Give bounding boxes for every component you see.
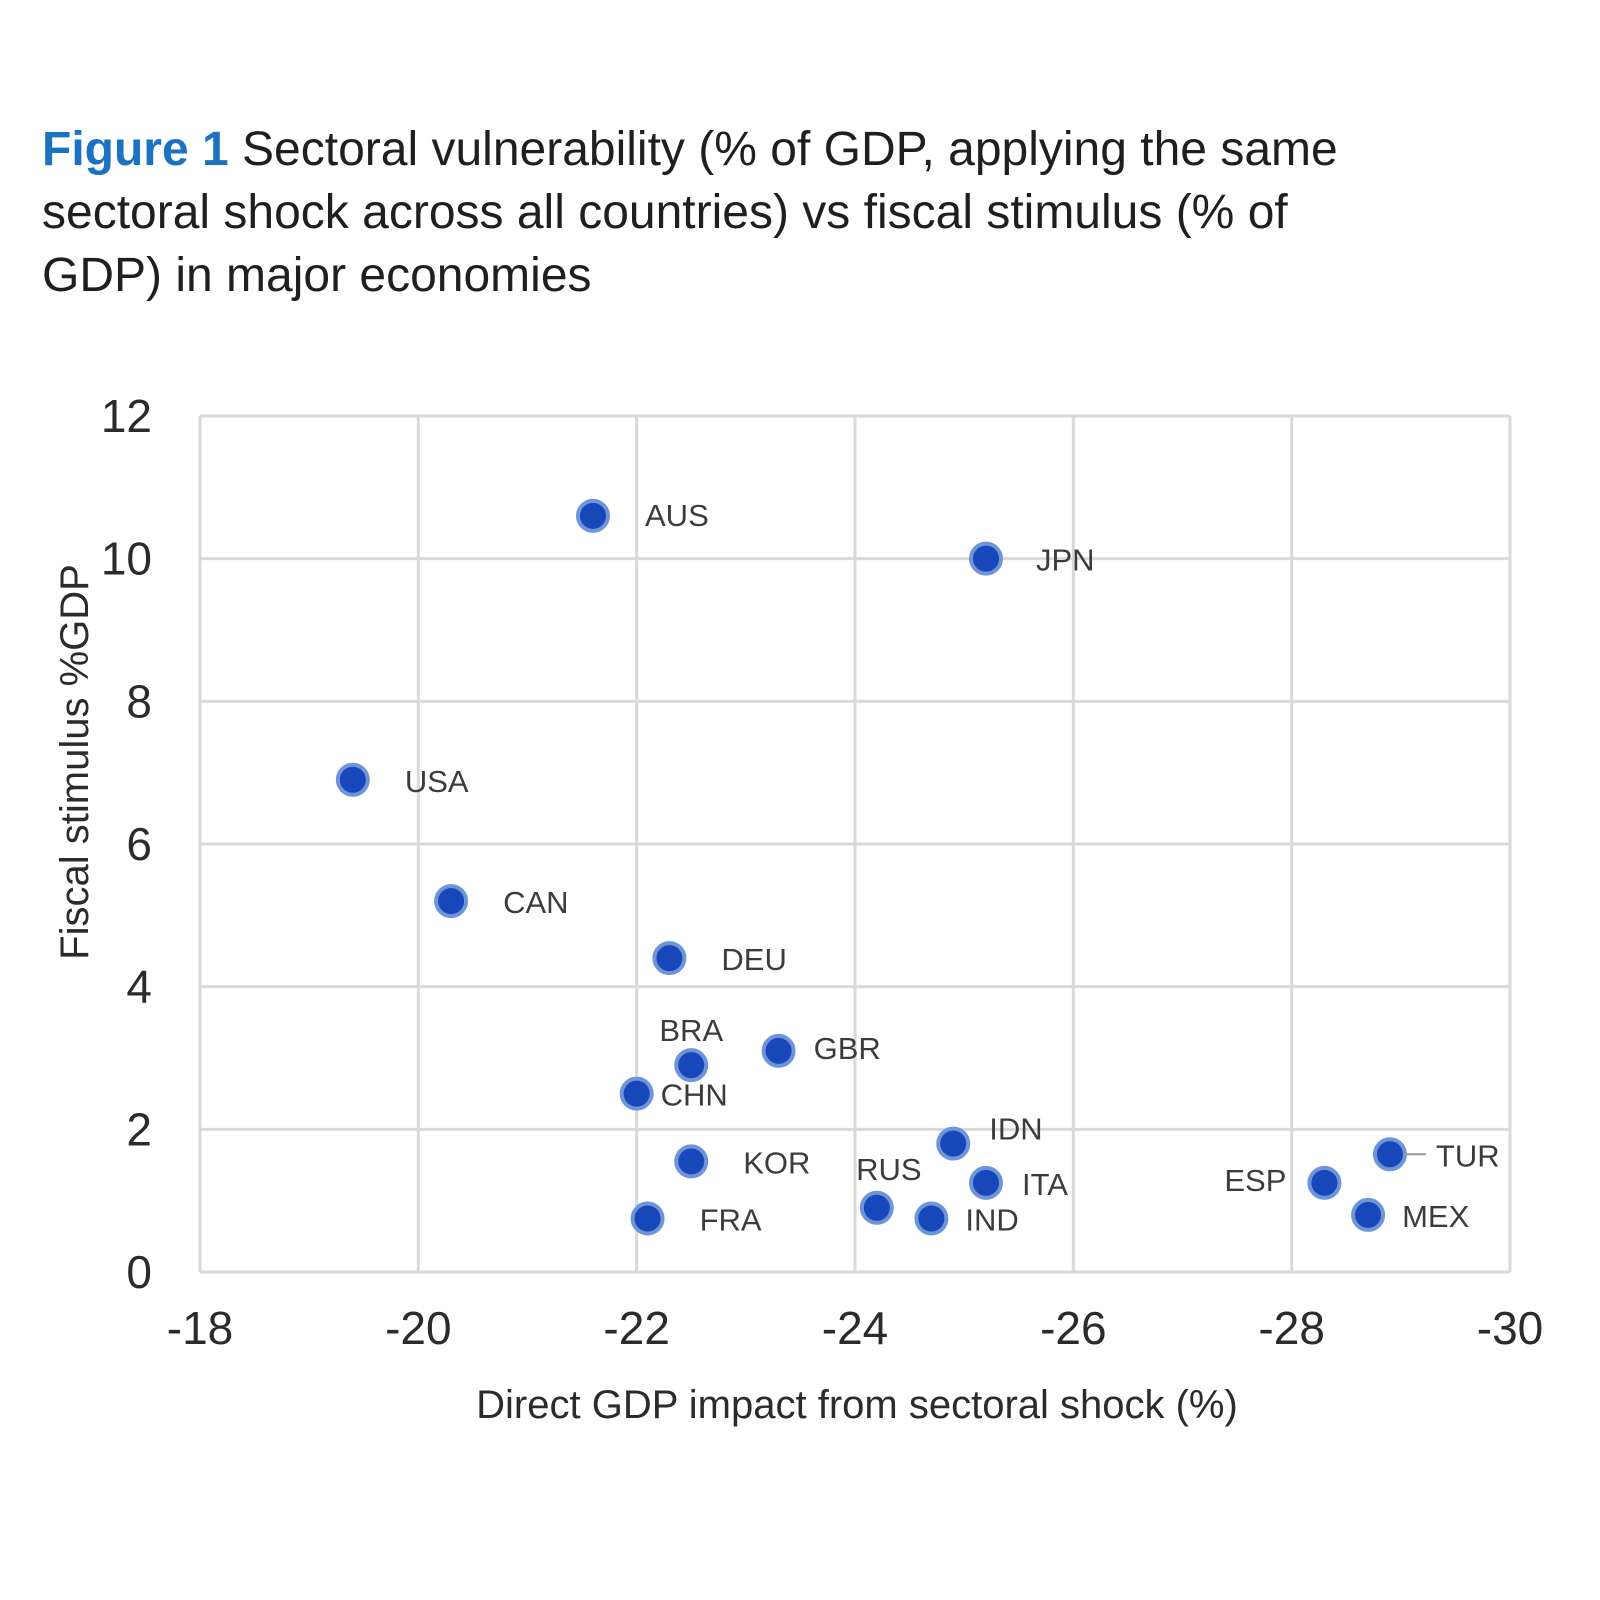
point-labels: AUS JPN USA CAN DEU BRA GBR CHN IDN KOR RUS ITA FRA I… <box>405 498 1500 1238</box>
data-point-rus <box>859 1190 894 1225</box>
data-point-idn <box>936 1126 971 1161</box>
data-point-bra <box>674 1048 709 1083</box>
y-tick-label: 0 <box>126 1246 152 1298</box>
tick-labels: -18 -20 -22 -24 -26 -28 -30 0 2 4 6 8 10 12 <box>101 390 1543 1354</box>
point-label-ind: IND <box>965 1203 1018 1238</box>
point-label-idn: IDN <box>989 1112 1042 1147</box>
data-point-can <box>434 884 469 919</box>
x-axis-title: Direct GDP impact from sectoral shock (%… <box>476 1383 1238 1427</box>
point-label-rus: RUS <box>856 1152 921 1187</box>
point-label-chn: CHN <box>661 1078 728 1113</box>
data-point-jpn <box>969 541 1003 576</box>
point-label-tur: TUR <box>1436 1138 1500 1173</box>
y-tick-label: 4 <box>126 961 152 1013</box>
data-point-tur <box>1372 1137 1407 1172</box>
figure-label: Figure 1 <box>42 123 229 176</box>
point-label-usa: USA <box>405 764 469 799</box>
point-label-esp: ESP <box>1224 1163 1286 1198</box>
data-point-esp <box>1307 1165 1342 1200</box>
point-label-ita: ITA <box>1022 1167 1068 1202</box>
point-label-gbr: GBR <box>814 1031 881 1066</box>
x-tick-label: -30 <box>1477 1302 1543 1354</box>
data-point-chn <box>619 1076 654 1111</box>
x-tick-label: -22 <box>603 1302 669 1354</box>
data-point-fra <box>630 1201 665 1236</box>
x-tick-label: -18 <box>167 1302 233 1354</box>
data-point-aus <box>576 498 610 533</box>
figure-caption: Sectoral vulnerability (% of GDP, applyi… <box>42 123 1338 302</box>
y-axis-title: Fiscal stimulus %GDP <box>53 564 97 960</box>
data-point-deu <box>652 941 687 976</box>
x-tick-label: -26 <box>1040 1302 1106 1354</box>
x-tick-label: -28 <box>1258 1302 1324 1354</box>
y-tick-label: 8 <box>126 675 152 727</box>
x-tick-label: -20 <box>385 1302 451 1354</box>
point-label-jpn: JPN <box>1036 543 1095 578</box>
data-point-kor <box>674 1144 709 1179</box>
data-point-mex <box>1351 1197 1386 1232</box>
x-tick-label: -24 <box>822 1302 888 1354</box>
point-label-fra: FRA <box>700 1203 762 1238</box>
figure-title: Figure 1 Sectoral vulnerability (% of GD… <box>42 118 1362 307</box>
data-point-ind <box>914 1201 949 1236</box>
grid <box>198 414 1512 1274</box>
point-label-mex: MEX <box>1402 1199 1470 1234</box>
point-label-kor: KOR <box>743 1145 810 1180</box>
data-point-usa <box>335 762 370 797</box>
point-label-can: CAN <box>503 885 568 920</box>
y-tick-label: 6 <box>126 818 152 870</box>
point-label-aus: AUS <box>645 498 709 533</box>
y-tick-label: 10 <box>101 533 152 585</box>
point-label-deu: DEU <box>721 942 786 977</box>
y-tick-label: 12 <box>101 390 152 442</box>
data-points <box>335 498 1407 1236</box>
y-tick-label: 2 <box>126 1103 152 1155</box>
data-point-ita <box>969 1165 1003 1200</box>
point-label-bra: BRA <box>659 1013 723 1048</box>
data-point-gbr <box>761 1033 796 1068</box>
